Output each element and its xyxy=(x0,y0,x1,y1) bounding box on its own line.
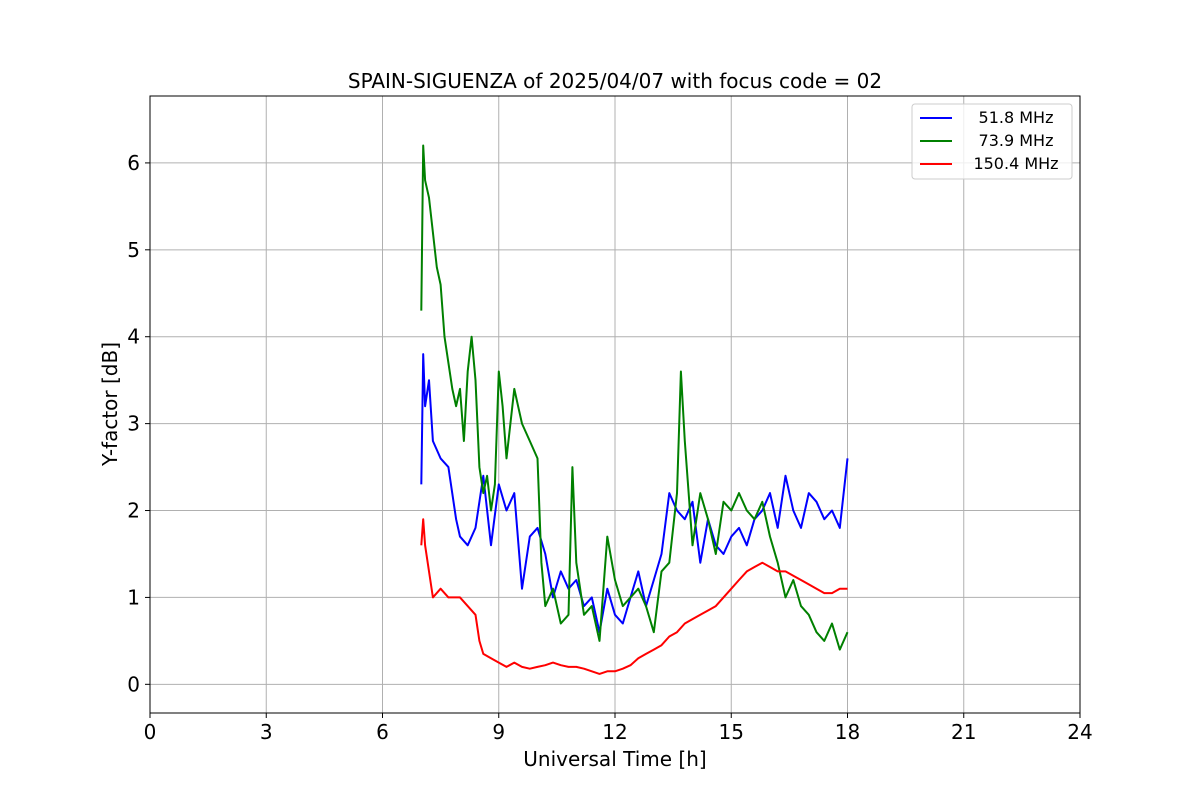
series-layer xyxy=(420,144,849,675)
x-tick-label: 15 xyxy=(719,720,744,744)
series-line-1 xyxy=(420,144,849,651)
x-tick-label: 9 xyxy=(492,720,505,744)
legend-label: 150.4 MHz xyxy=(973,154,1058,173)
x-tick-label: 24 xyxy=(1067,720,1092,744)
chart-title: SPAIN-SIGUENZA of 2025/04/07 with focus … xyxy=(348,69,882,93)
y-tick-label: 5 xyxy=(127,238,140,262)
y-tick-label: 0 xyxy=(127,672,140,696)
x-tick-label: 12 xyxy=(602,720,627,744)
y-tick-label: 2 xyxy=(127,499,140,523)
legend-label: 51.8 MHz xyxy=(979,108,1054,127)
y-axis-label: Y-factor [dB] xyxy=(98,342,122,467)
series-line-2 xyxy=(420,518,848,675)
x-tick-label: 21 xyxy=(951,720,976,744)
y-tick-label: 4 xyxy=(127,325,140,349)
x-tick-label: 3 xyxy=(260,720,273,744)
y-tick-label: 3 xyxy=(127,412,140,436)
y-tick-label: 6 xyxy=(127,151,140,175)
x-tick-label: 18 xyxy=(835,720,860,744)
legend: 51.8 MHz 73.9 MHz 150.4 MHz xyxy=(911,103,1073,180)
x-tick-label: 6 xyxy=(376,720,389,744)
x-axis-label: Universal Time [h] xyxy=(523,747,706,771)
x-tick-label: 0 xyxy=(144,720,157,744)
y-tick-label: 1 xyxy=(127,585,140,609)
series-line-0 xyxy=(420,353,849,634)
legend-label: 73.9 MHz xyxy=(979,131,1054,150)
legend-box xyxy=(911,103,1073,180)
